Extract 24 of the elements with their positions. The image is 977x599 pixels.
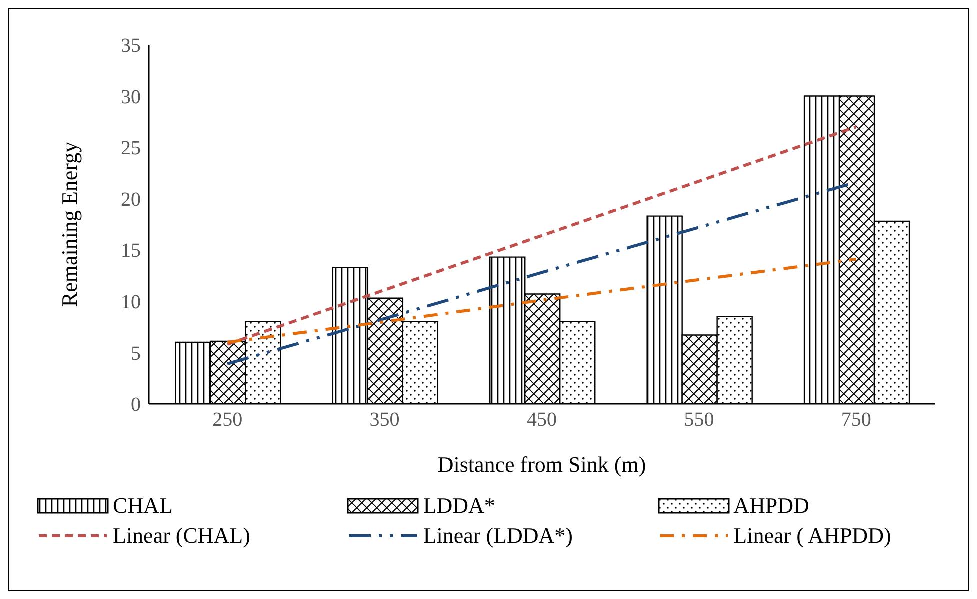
legend-label: Linear (LDDA*) [423,523,573,549]
y-tick-label: 30 [121,86,141,108]
y-tick-label: 25 [121,138,141,160]
y-tick-label: 15 [121,240,141,262]
y-tick-label: 0 [131,394,141,416]
y-tick-label: 10 [121,292,141,314]
x-tick-label: 550 [684,409,714,432]
x-tick-label: 350 [370,409,400,432]
legend-label: Linear (CHAL) [113,523,250,549]
legend-label: AHPDD [734,493,810,519]
legend-label: LDDA* [423,493,496,519]
y-tick-label: 20 [121,188,141,211]
x-tick-label: 450 [527,409,557,432]
x-tick-label: 750 [841,409,872,432]
x-axis-title: Distance from Sink (m) [438,452,646,477]
line-series [226,180,858,366]
y-axis-title: Remaining Energy [56,142,82,308]
legend-label: Linear ( AHPDD) [734,523,892,549]
line-series [226,258,858,344]
legend-label: CHAL [113,493,173,519]
x-tick-label: 250 [212,409,243,432]
y-tick-label: 35 [121,35,141,58]
line-series [226,126,858,346]
y-tick-label: 5 [131,342,141,365]
